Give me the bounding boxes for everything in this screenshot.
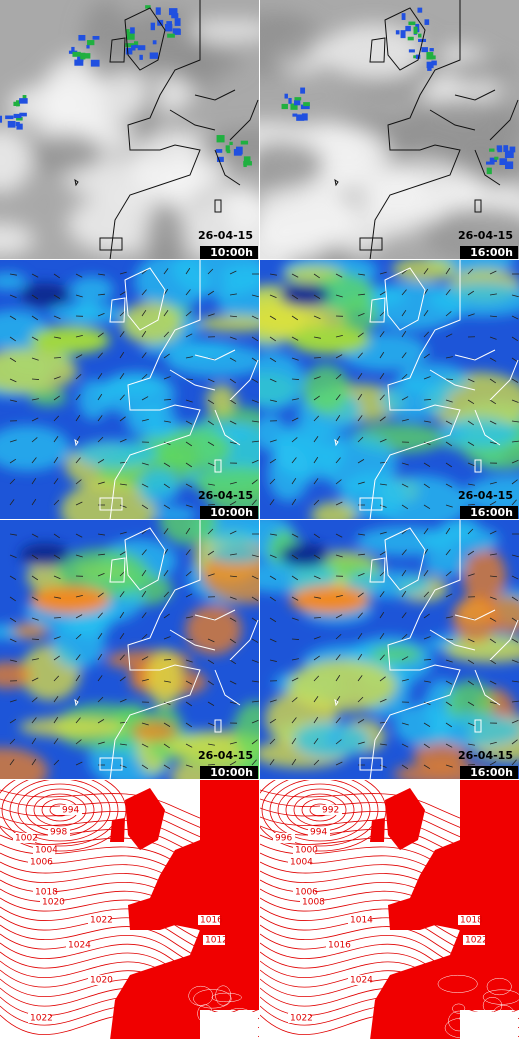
wind-map: 26-04-15 16:00h — [260, 260, 519, 519]
wind-arrows — [269, 527, 519, 770]
isobar-label: 1012 — [205, 936, 228, 946]
time-stamp: 16:00h — [470, 506, 513, 519]
isobar-label: 996 — [275, 834, 292, 844]
date-stamp: 26-04-15 — [198, 489, 253, 502]
map-content: 26-04-15 16:00h — [260, 260, 519, 519]
time-stamp: 10:00h — [210, 506, 253, 519]
wind-map: 26-04-15 16:00h — [260, 520, 519, 779]
isobar-label: 1016 — [328, 941, 351, 951]
wind-field — [0, 260, 259, 519]
coastline — [334, 260, 519, 519]
precipitation — [281, 7, 516, 175]
time-box — [200, 766, 258, 779]
isobar-label: 1022 — [465, 936, 488, 946]
date-stamp: 26-04-15 — [198, 749, 253, 762]
map-content: 26-04-15 16:00h — [260, 0, 519, 259]
isobar-label: 1000 — [295, 846, 318, 856]
isobar-label: 1002 — [15, 834, 38, 844]
isobar-label: 1016 — [200, 916, 223, 926]
isobar-label: 994 — [310, 828, 327, 838]
date-stamp: 26-04-15 — [458, 749, 513, 762]
isobar-label: 1022 — [290, 1014, 313, 1024]
map-content: 26-04-15 16:00h — [260, 520, 519, 779]
land — [110, 780, 259, 1039]
coastline — [74, 0, 259, 259]
map-content: 26-04-15 10:00h — [0, 0, 259, 259]
isobar-label: 1022 — [30, 1014, 53, 1024]
date-stamp: 26-04-15 — [198, 229, 253, 242]
map-content: 9949981002100410061018102010221024101610… — [0, 780, 259, 1039]
satellite-map: 26-04-15 16:00h — [260, 0, 519, 259]
coastline — [74, 520, 259, 779]
wind-map: 26-04-15 10:00h — [0, 520, 259, 779]
coastline — [334, 520, 519, 779]
time-box — [200, 246, 258, 259]
wind-field — [0, 520, 259, 779]
time-stamp: 16:00h — [470, 246, 513, 259]
isobar-label: 1020 — [90, 976, 113, 986]
map-content: 26-04-15 10:00h — [0, 260, 259, 519]
time-stamp: 10:00h — [210, 766, 253, 779]
isobar-label: 992 — [322, 806, 339, 816]
time-box — [200, 506, 258, 519]
date-stamp: 26-04-15 — [458, 229, 513, 242]
wind-arrows — [9, 267, 259, 510]
isobar-label: 1022 — [90, 916, 113, 926]
isobar-label: 1006 — [30, 858, 53, 868]
isobar-label: 1018 — [460, 916, 483, 926]
blank-box — [460, 1012, 518, 1039]
time-box — [460, 506, 518, 519]
blank-box — [200, 1012, 258, 1039]
isobar-label: 1008 — [302, 898, 325, 908]
isobar-label: 1024 — [350, 976, 373, 986]
cloud-field — [260, 12, 519, 259]
map-content: 26-04-15 10:00h — [0, 520, 259, 779]
isobar-label: 1024 — [68, 941, 91, 951]
time-stamp: 10:00h — [210, 246, 253, 259]
coastline — [74, 260, 259, 519]
wind-arrows — [269, 267, 519, 510]
isobar-label: 1004 — [35, 846, 58, 856]
isobar-label: 998 — [50, 828, 67, 838]
land — [370, 780, 519, 1039]
isobar-label: 1020 — [42, 898, 65, 908]
isobar-label: 1006 — [295, 888, 318, 898]
isobar-label: 1004 — [290, 858, 313, 868]
isobar-label: 994 — [62, 806, 79, 816]
coastline — [334, 0, 519, 259]
date-stamp: 26-04-15 — [458, 489, 513, 502]
wind-map: 26-04-15 10:00h — [0, 260, 259, 519]
time-box — [460, 766, 518, 779]
isobar-label: 1014 — [350, 916, 373, 926]
satellite-map: 26-04-15 10:00h — [0, 0, 259, 259]
wind-field — [260, 260, 519, 519]
isobar-label: 1018 — [35, 888, 58, 898]
time-stamp: 16:00h — [470, 766, 513, 779]
wind-field — [260, 520, 519, 779]
cloud-field — [0, 0, 259, 259]
time-box — [460, 246, 518, 259]
precipitation — [0, 5, 252, 168]
pressure-map: 9949981002100410061018102010221024101610… — [0, 780, 259, 1039]
